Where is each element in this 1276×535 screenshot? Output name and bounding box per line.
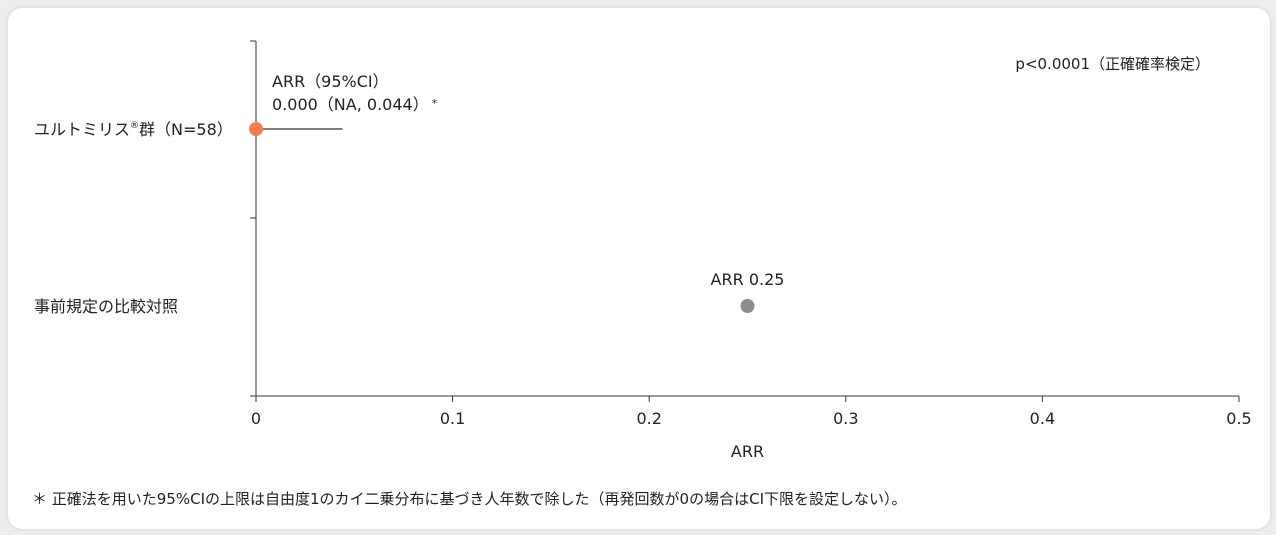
- x-axis-label: ARR: [731, 442, 764, 461]
- x-axis-tick-labels: 0 0.1 0.2 0.3 0.4 0.5: [251, 409, 1252, 428]
- x-tick-label: 0.3: [833, 409, 858, 428]
- x-tick-label: 0.5: [1226, 409, 1251, 428]
- x-tick-label: 0.1: [440, 409, 465, 428]
- x-tick-label: 0.4: [1030, 409, 1055, 428]
- x-tick-label: 0: [251, 409, 261, 428]
- footnote: ＊ 正確法を用いた95%CIの上限は自由度1のカイ二乗分布に基づき人年数で除した…: [32, 490, 907, 508]
- x-tick-label: 0.2: [636, 409, 661, 428]
- point-treatment: [249, 122, 263, 136]
- y-axis-ticks: [250, 40, 256, 397]
- category-label: 事前規定の比較対照: [34, 297, 178, 316]
- p-value-text: p<0.0001（正確確率検定）: [1015, 55, 1210, 73]
- category-label: ユルトミリス®群（N=58）: [34, 120, 233, 139]
- annotation-label: ARR（95%CI）: [272, 72, 389, 91]
- x-axis-ticks: [255, 396, 1240, 402]
- category-labels: ユルトミリス®群（N=58） 事前規定の比較対照: [34, 120, 233, 316]
- point-comparator: [740, 299, 755, 313]
- data-marks: ARR（95%CI） 0.000（NA, 0.044） * ARR 0.25: [249, 72, 784, 313]
- chart-card: [8, 8, 1270, 529]
- annotation-label: ARR 0.25: [711, 270, 785, 289]
- annotation-value: 0.000（NA, 0.044） *: [272, 95, 438, 114]
